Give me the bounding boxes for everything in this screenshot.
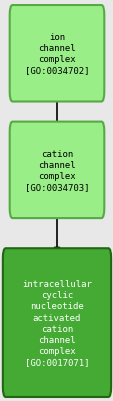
FancyBboxPatch shape (3, 249, 110, 397)
Text: ion
channel
complex
[GO:0034702]: ion channel complex [GO:0034702] (25, 33, 88, 75)
Text: intracellular
cyclic
nucleotide
activated
cation
channel
complex
[GO:0017071]: intracellular cyclic nucleotide activate… (22, 279, 91, 366)
FancyBboxPatch shape (10, 6, 103, 102)
FancyBboxPatch shape (10, 122, 103, 219)
Text: cation
channel
complex
[GO:0034703]: cation channel complex [GO:0034703] (25, 149, 88, 192)
